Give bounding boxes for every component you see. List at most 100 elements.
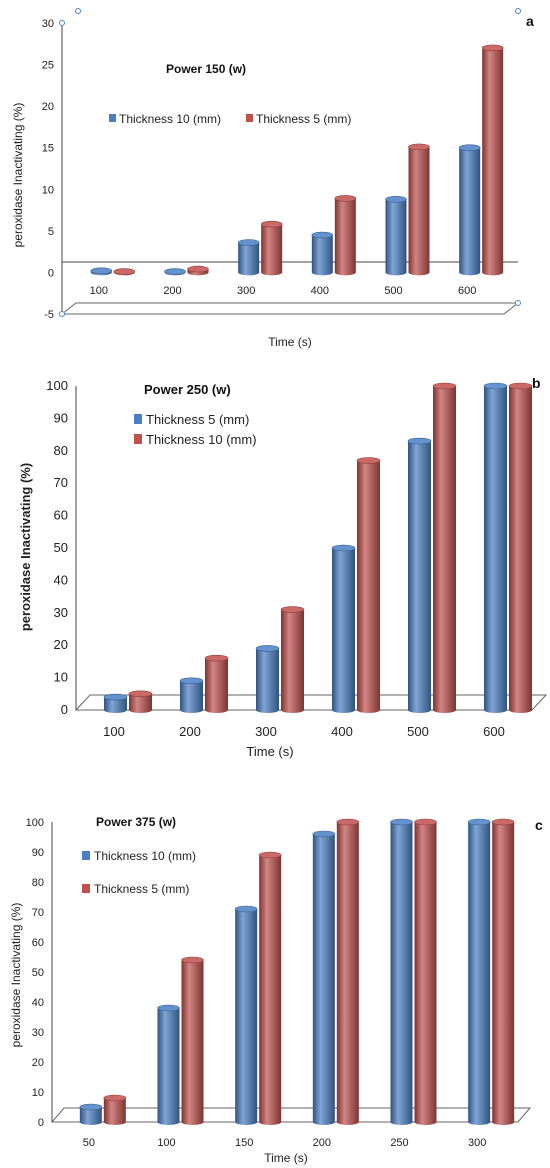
bar-series-1-50 xyxy=(79,1103,103,1125)
bar-series-1-150 xyxy=(234,905,258,1125)
bar-series-2-150 xyxy=(258,851,282,1125)
bar-series-1-200 xyxy=(164,268,186,276)
x-tick-label: 600 xyxy=(458,285,476,297)
bar-body xyxy=(408,441,431,713)
y-axis-title: peroxidase Inactivating (%) xyxy=(11,103,25,248)
bar-body xyxy=(79,1107,102,1125)
x-tick-label: 500 xyxy=(384,285,402,297)
bar-cap xyxy=(90,267,113,275)
bar-cap xyxy=(408,143,430,151)
bar-cap xyxy=(414,818,437,826)
bar-cap xyxy=(187,265,209,273)
bar-body xyxy=(385,199,407,276)
chart-title: Power 250 (w) xyxy=(144,382,231,397)
bars xyxy=(79,818,515,1125)
bar-cap xyxy=(179,677,204,685)
bar-body xyxy=(468,822,491,1125)
legend-label-series-2: Thickness 5 (mm) xyxy=(256,112,351,126)
x-tick-label: 150 xyxy=(235,1137,253,1149)
x-tick-label: 100 xyxy=(90,285,108,297)
y-tick-label: 80 xyxy=(54,443,68,458)
bar-series-2-100 xyxy=(128,690,153,713)
bar-cap xyxy=(508,382,533,390)
bar-cap xyxy=(255,645,280,652)
x-ticks: 50 100 150 200 250 300 xyxy=(83,1137,487,1149)
bar-body xyxy=(414,822,437,1125)
y-tick-label: 10 xyxy=(42,184,54,196)
bar-body xyxy=(390,822,413,1125)
legend: Thickness 10 (mm) Thickness 5 (mm) xyxy=(82,849,196,896)
y-axis-title: peroxidase Inactivating (%) xyxy=(9,903,23,1048)
y-tick-label: 50 xyxy=(54,540,68,555)
bar-cap xyxy=(280,606,305,613)
bar-series-1-100 xyxy=(103,693,128,713)
bar-series-2-300 xyxy=(260,220,283,276)
bar-body xyxy=(408,146,430,276)
bar-body xyxy=(459,147,481,276)
bar-series-2-300 xyxy=(491,818,515,1125)
legend-label-series-1: Thickness 5 (mm) xyxy=(146,412,249,427)
panel-label: a xyxy=(526,13,534,29)
bar-cap xyxy=(331,544,356,552)
bar-cap xyxy=(407,437,432,445)
chart-title: Power 150 (w) xyxy=(166,62,246,76)
bar-series-1-300 xyxy=(467,818,491,1125)
bar-cap xyxy=(311,231,334,239)
bar-series-2-400 xyxy=(334,195,357,276)
y-tick-label: 30 xyxy=(54,605,68,620)
y-tick-label: 10 xyxy=(54,670,68,685)
y-tick-label: 20 xyxy=(54,637,68,652)
bar-cap xyxy=(491,818,515,826)
bar-body xyxy=(104,697,127,713)
legend-label-series-2: Thickness 10 (mm) xyxy=(146,432,257,447)
y-tick-label: 90 xyxy=(32,847,44,859)
y-tick-label: 5 xyxy=(48,226,54,238)
bar-cap xyxy=(432,382,457,390)
selection-handle xyxy=(515,300,521,306)
bar-body xyxy=(281,609,304,713)
bar-series-1-300 xyxy=(255,645,280,713)
bar-body xyxy=(238,242,260,276)
selection-handle xyxy=(59,311,65,317)
x-tick-label: 250 xyxy=(390,1137,408,1149)
y-tick-label: 0 xyxy=(61,702,68,717)
y-ticks: 0 10 20 30 40 50 60 70 80 90 100 xyxy=(46,378,68,717)
y-tick-label: 10 xyxy=(32,1087,44,1099)
bar-body xyxy=(259,855,282,1125)
bar-body xyxy=(509,386,532,713)
bar-body xyxy=(261,224,283,276)
legend-label-series-2: Thickness 5 (mm) xyxy=(94,882,189,896)
y-tick-label: 40 xyxy=(54,572,68,587)
bar-cap xyxy=(312,830,336,838)
bar-series-1-600 xyxy=(458,144,481,276)
y-tick-label: 30 xyxy=(32,1027,44,1039)
floor-plane xyxy=(60,302,520,315)
bar-cap xyxy=(237,239,260,246)
x-tick-label: 100 xyxy=(157,1137,175,1149)
bar-cap xyxy=(157,1004,180,1012)
x-tick-label: 400 xyxy=(311,285,329,297)
bar-body xyxy=(311,235,333,276)
bar-series-1-400 xyxy=(331,544,356,713)
bar-cap xyxy=(390,818,413,826)
bar-cap xyxy=(260,220,283,228)
bar-body xyxy=(492,822,515,1125)
legend-swatch-series-1 xyxy=(134,414,142,424)
x-tick-label: 200 xyxy=(179,724,201,739)
bar-series-1-200 xyxy=(312,830,336,1125)
bar-series-2-200 xyxy=(336,818,360,1125)
bar-cap xyxy=(385,195,407,203)
bars xyxy=(103,382,533,713)
x-tick-label: 300 xyxy=(237,285,255,297)
bar-cap xyxy=(258,851,282,859)
selection-handle xyxy=(59,20,65,26)
bar-series-2-500 xyxy=(432,382,457,713)
y-tick-label: 50 xyxy=(32,967,44,979)
bar-series-2-100 xyxy=(113,268,136,276)
bar-body xyxy=(129,693,152,713)
legend-swatch-series-2 xyxy=(82,884,90,893)
bar-body xyxy=(180,680,203,713)
y-tick-label: 0 xyxy=(38,1117,44,1129)
bar-cap xyxy=(483,382,508,390)
bar-cap xyxy=(79,1103,103,1111)
